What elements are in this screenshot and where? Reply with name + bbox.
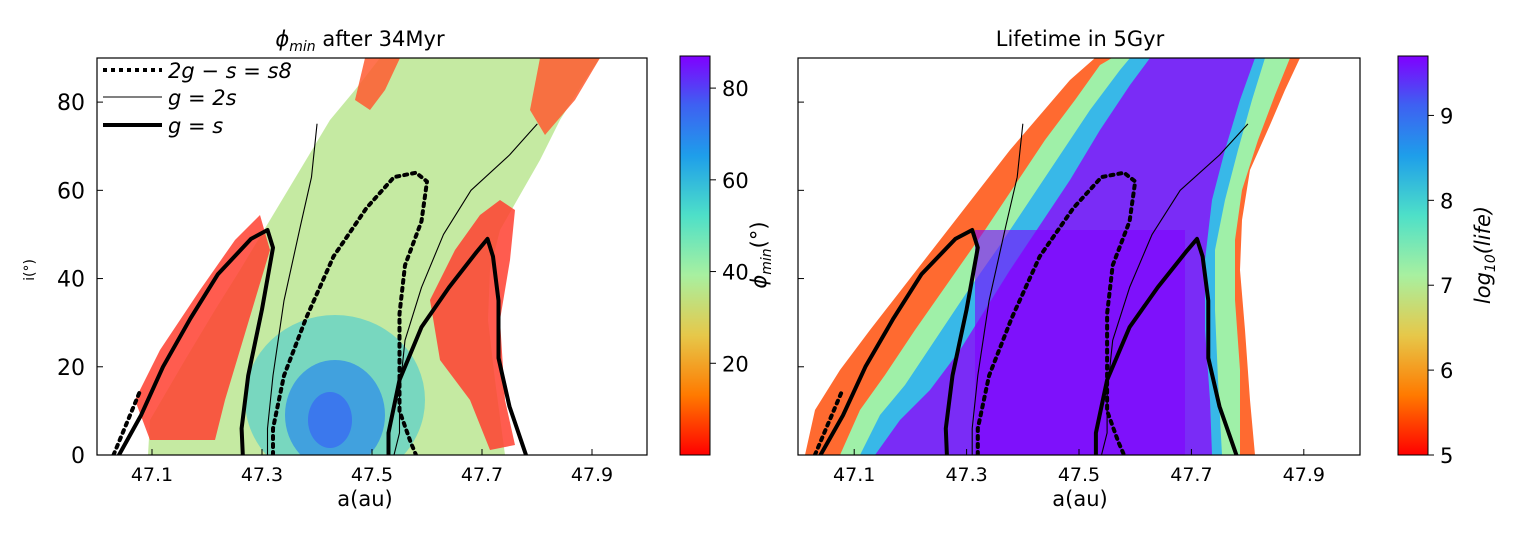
x-tick-label: 47.7 [1170,464,1212,486]
legend: 2g − s = s8 g = 2s g = s [103,59,292,138]
resonance-curve [386,236,528,455]
x-tick-label: 47.3 [241,464,283,486]
x-tick-label: 47.5 [351,464,393,486]
left-y-axis-label: i(°) [22,259,38,281]
colorbar-tick-label: 9 [1440,104,1453,128]
y-tick-label: 40 [57,268,85,293]
left-panel: ϕmin after 34Myr 47.1 47.3 47.5 47.7 47.9 0 20… [22,27,775,511]
resonance-curve [1093,236,1239,455]
resonance-curve [812,386,845,455]
resonance-curve [111,386,143,455]
right-colorbar [1397,55,1429,456]
y-tick-label: 60 [57,179,85,204]
x-tick-label: 47.7 [461,464,503,486]
left-band-edge-top [355,58,400,110]
resonance-curve [393,123,538,455]
colorbar-tick-label: 80 [722,77,749,101]
resonance-curve [971,123,1024,455]
colorbar-tick-label: 8 [1440,189,1453,213]
legend-label-2g-s-s8: 2g − s = s8 [168,59,292,83]
left-band-edge-left [135,215,270,440]
resonance-curve [818,228,980,455]
y-tick-label: 0 [71,444,85,469]
x-tick-label: 47.3 [945,464,987,486]
x-tick-label: 47.9 [1283,464,1325,486]
left-heatmap [111,58,600,455]
colorbar-tick-label: 7 [1440,274,1453,298]
colorbar-tick-label: 6 [1440,359,1453,383]
colorbar-tick-label: 40 [722,261,749,285]
left-band-edge-topright [530,58,600,135]
y-tick-label: 20 [57,356,85,381]
x-tick-label: 47.5 [1058,464,1100,486]
colorbar-tick-label: 60 [722,169,749,193]
right-title: Lifetime in 5Gyr [996,27,1165,51]
left-x-axis-label: a(au) [337,487,392,511]
colorbar-tick-label: 5 [1440,444,1453,468]
resonance-curve [117,228,275,455]
x-tick-label: 47.9 [571,464,613,486]
legend-label-g-s: g = s [168,114,223,138]
right-heatmap [805,58,1300,455]
x-tick-label: 47.1 [833,464,875,486]
colorbar-tick-label: 20 [722,352,749,376]
resonance-curve [1100,123,1249,455]
x-tick-label: 47.1 [131,464,173,486]
right-colorbar-label: log10(life) [1471,206,1499,304]
y-tick-label: 80 [57,91,85,116]
right-core-deep [975,230,1185,455]
left-title: ϕmin after 34Myr [275,27,445,55]
resonance-curve [271,170,429,455]
right-panel: Lifetime in 5Gyr 47.1 47.3 47.5 47.7 47.9 a(… [797,27,1499,511]
left-colorbar-label: ϕmin(°) [747,221,775,288]
left-colorbar [679,55,711,456]
legend-label-g-2s: g = 2s [168,86,237,110]
left-core-center [308,392,352,448]
right-x-axis-label: a(au) [1052,487,1107,511]
resonance-curve [266,123,318,455]
